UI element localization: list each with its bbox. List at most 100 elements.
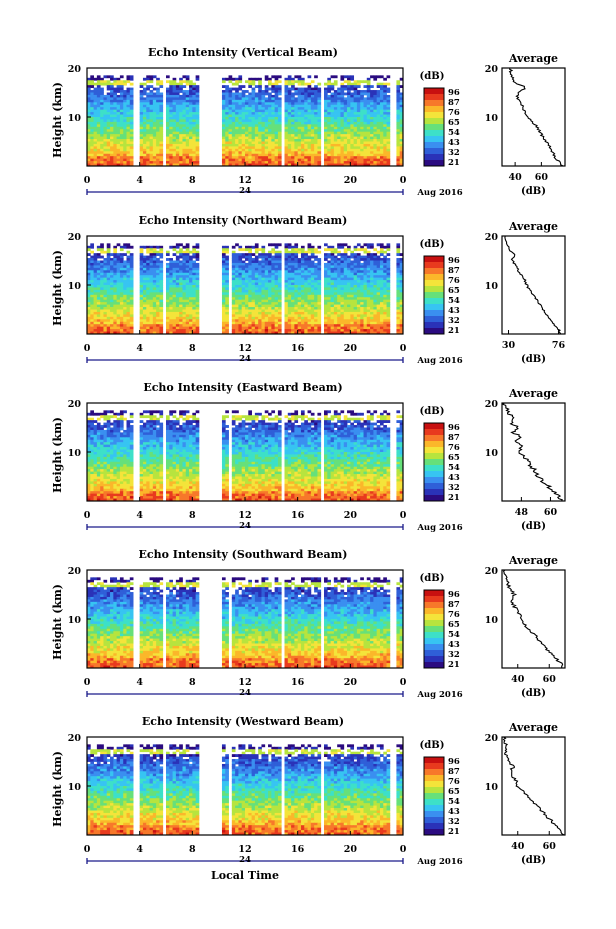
heatmap-cell	[298, 90, 302, 93]
heatmap-cell	[159, 117, 163, 120]
heatmap-cell	[143, 110, 147, 113]
heatmap-cell	[150, 151, 154, 154]
heatmap-cell	[377, 310, 381, 313]
heatmap-cell	[90, 137, 94, 140]
heatmap-cell	[367, 290, 371, 293]
heatmap-cell	[176, 151, 180, 154]
heatmap-cell	[150, 312, 154, 315]
heatmap-cell	[367, 93, 371, 96]
heatmap-cell	[245, 287, 249, 290]
heatmap-cell	[225, 124, 229, 127]
heatmap-cell	[327, 151, 331, 154]
heatmap-cell	[360, 159, 364, 162]
heatmap-cell	[100, 107, 104, 110]
heatmap-cell	[387, 75, 391, 78]
heatmap-cell	[380, 280, 384, 283]
heatmap-cell	[140, 307, 144, 310]
heatmap-cell	[110, 287, 114, 290]
heatmap-cell	[314, 134, 318, 137]
heatmap-cell	[275, 261, 279, 264]
heatmap-cell	[360, 258, 364, 261]
heatmap-cell	[169, 270, 173, 273]
heatmap-cell	[357, 117, 361, 120]
heatmap-cell	[225, 283, 229, 286]
heatmap-cell	[271, 278, 275, 281]
heatmap-cell	[334, 151, 338, 154]
heatmap-cell	[127, 161, 131, 164]
heatmap-cell	[370, 295, 374, 298]
heatmap-cell	[271, 300, 275, 303]
heatmap-cell	[367, 302, 371, 305]
heatmap-cell	[113, 105, 117, 108]
heatmap-cell	[140, 100, 144, 103]
heatmap-cell	[110, 107, 114, 110]
heatmap-cell	[396, 253, 400, 256]
heatmap-cell	[100, 88, 104, 91]
heatmap-cell	[245, 137, 249, 140]
heatmap-cell	[173, 310, 177, 313]
heatmap-cell	[291, 129, 295, 132]
heatmap-cell	[140, 129, 144, 132]
heatmap-cell	[140, 102, 144, 105]
heatmap-cell	[235, 287, 239, 290]
heatmap-cell	[222, 93, 226, 96]
heatmap-cell	[354, 265, 358, 268]
heatmap-cell	[344, 100, 348, 103]
heatmap-cell	[291, 295, 295, 298]
heatmap-cell	[90, 75, 94, 78]
heatmap-cell	[127, 151, 131, 154]
heatmap-cell	[294, 292, 298, 295]
heatmap-cell	[192, 312, 196, 315]
heatmap-cell	[285, 263, 289, 266]
heatmap-cell	[255, 144, 259, 147]
heatmap-cell	[169, 112, 173, 115]
heatmap-cell	[222, 161, 226, 164]
heatmap-cell	[380, 139, 384, 142]
heatmap-cell	[278, 80, 282, 83]
heatmap-cell	[291, 287, 295, 290]
heatmap-cell	[117, 95, 121, 98]
heatmap-cell	[370, 142, 374, 145]
heatmap-cell	[159, 310, 163, 313]
heatmap-cell	[222, 149, 226, 152]
heatmap-cell	[153, 265, 157, 268]
heatmap-cell	[337, 93, 341, 96]
heatmap-cell	[189, 302, 193, 305]
heatmap-cell	[113, 246, 117, 249]
heatmap-cell	[285, 144, 289, 147]
heatmap-cell	[377, 100, 381, 103]
heatmap-cell	[324, 278, 328, 281]
heatmap-cell	[364, 295, 368, 298]
heatmap-cell	[182, 107, 186, 110]
heatmap-cell	[261, 122, 265, 125]
heatmap-cell	[192, 246, 196, 249]
heatmap-cell	[196, 161, 200, 164]
heatmap-cell	[380, 261, 384, 264]
heatmap-cell	[245, 273, 249, 276]
heatmap-cell	[285, 146, 289, 149]
heatmap-cell	[222, 85, 226, 88]
heatmap-cell	[182, 161, 186, 164]
heatmap-cell	[360, 132, 364, 135]
heatmap-cell	[150, 305, 154, 308]
heatmap-cell	[380, 117, 384, 120]
heatmap-cell	[288, 144, 292, 147]
heatmap-cell	[143, 88, 147, 91]
heatmap-cell	[153, 283, 157, 286]
heatmap-cell	[192, 142, 196, 145]
heatmap-cell	[245, 305, 249, 308]
heatmap-cell	[196, 102, 200, 105]
heatmap-cell	[173, 312, 177, 315]
heatmap-cell	[350, 134, 354, 137]
heatmap-cell	[275, 88, 279, 91]
heatmap-cell	[278, 307, 282, 310]
heatmap-cell	[182, 246, 186, 249]
heatmap-cell	[268, 117, 272, 120]
heatmap-cell	[100, 297, 104, 300]
heatmap-cell	[146, 287, 150, 290]
heatmap-cell	[159, 246, 163, 249]
heatmap-cell	[350, 268, 354, 271]
heatmap-cell	[265, 258, 269, 261]
heatmap-cell	[110, 85, 114, 88]
heatmap-cell	[340, 144, 344, 147]
